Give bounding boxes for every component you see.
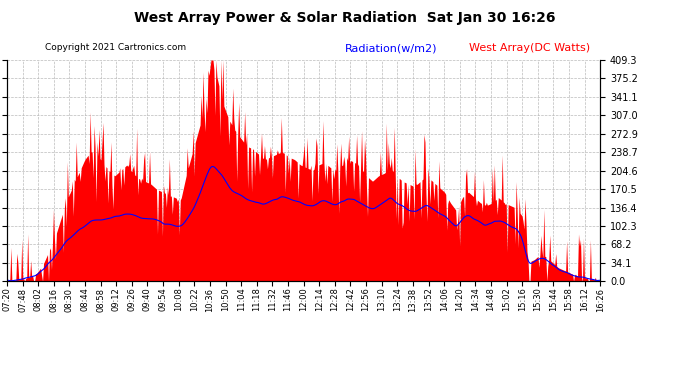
Text: West Array(DC Watts): West Array(DC Watts)	[469, 43, 591, 53]
Text: Radiation(w/m2): Radiation(w/m2)	[345, 43, 437, 53]
Text: West Array Power & Solar Radiation  Sat Jan 30 16:26: West Array Power & Solar Radiation Sat J…	[135, 11, 555, 25]
Text: Copyright 2021 Cartronics.com: Copyright 2021 Cartronics.com	[45, 43, 186, 52]
